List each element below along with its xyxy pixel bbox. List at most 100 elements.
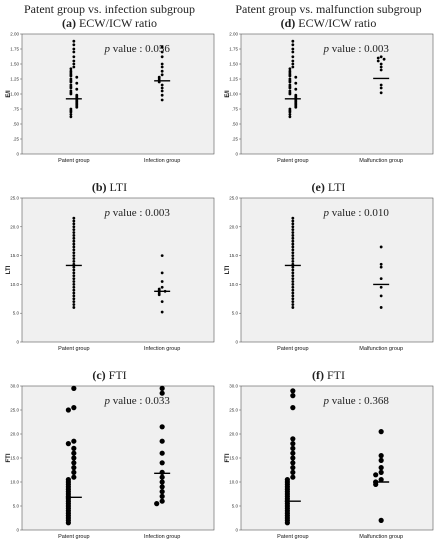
data-point	[65, 407, 71, 413]
y-tick-label: 25.0	[10, 408, 19, 413]
data-point	[65, 441, 71, 447]
data-point	[291, 248, 295, 252]
data-point	[290, 405, 296, 411]
panel-f-label: (f)	[312, 368, 324, 382]
data-point	[69, 92, 73, 96]
data-point	[72, 291, 76, 295]
data-point	[160, 50, 164, 54]
data-point	[160, 98, 164, 102]
data-point	[71, 450, 77, 456]
y-tick-label: 1.25	[229, 77, 238, 82]
data-point	[290, 460, 296, 466]
panel-e-title: (e) LTI	[219, 180, 438, 195]
data-point	[379, 86, 383, 90]
data-point	[160, 73, 164, 77]
data-point	[160, 62, 164, 66]
y-tick-label: 1.75	[10, 47, 19, 52]
p-value-annotation: p value : 0.010	[323, 207, 390, 219]
data-point	[160, 271, 164, 275]
y-axis-label: FTI	[6, 453, 12, 462]
plot-area	[240, 385, 434, 531]
data-point	[69, 86, 73, 90]
panel-f-title: (f) FTI	[219, 368, 438, 383]
data-point	[291, 277, 295, 281]
data-point	[72, 47, 76, 51]
panel-c-label: (c)	[92, 368, 106, 382]
data-point	[72, 265, 76, 269]
right-column-header: Patent group vs. malfunction subgroup	[235, 2, 422, 16]
panel-d-label: (d)	[280, 16, 296, 30]
data-point	[72, 231, 76, 234]
left-column-header: Patent group vs. infection subgroup	[24, 2, 195, 16]
y-tick-label: 30.0	[229, 384, 238, 389]
data-point	[72, 62, 76, 66]
data-point	[288, 110, 292, 114]
data-point	[71, 438, 77, 444]
data-point	[291, 271, 295, 275]
y-tick-label: .75	[13, 107, 20, 112]
x-category-label: Infection group	[144, 534, 180, 540]
data-point	[69, 67, 73, 71]
data-point	[291, 280, 295, 283]
data-point	[291, 283, 295, 286]
data-point	[291, 254, 295, 257]
data-point	[72, 65, 76, 69]
data-point	[160, 83, 164, 87]
data-point	[69, 115, 73, 119]
data-point	[379, 285, 383, 289]
data-point	[69, 80, 73, 84]
y-tick-label: 20.0	[10, 432, 19, 437]
data-point	[75, 105, 79, 109]
data-point	[379, 83, 383, 87]
p-value-annotation: p value : 0.003	[323, 43, 390, 55]
panel-c-title-text: FTI	[108, 368, 127, 382]
data-point	[160, 285, 164, 289]
data-point	[379, 294, 383, 298]
data-point	[291, 259, 295, 263]
data-point	[376, 59, 380, 63]
y-tick-label: 15.0	[10, 456, 19, 461]
data-point	[294, 75, 298, 79]
y-tick-label: .50	[232, 122, 239, 127]
data-point	[71, 385, 77, 391]
p-value-annotation: p value : 0.056	[104, 43, 171, 55]
data-point	[291, 303, 295, 306]
data-point	[290, 469, 296, 475]
x-category-label: Patent group	[58, 534, 90, 540]
data-point	[378, 457, 384, 463]
panel-d-title: (d) ECW/ICW ratio	[219, 16, 438, 31]
data-point	[75, 81, 79, 85]
data-point	[159, 469, 165, 475]
data-point	[288, 92, 292, 96]
data-point	[69, 74, 73, 78]
data-point	[72, 280, 76, 283]
data-point	[160, 86, 164, 90]
data-point	[294, 87, 298, 91]
data-point	[290, 450, 296, 456]
y-axis-label: LTI	[225, 265, 231, 274]
y-tick-label: 10.0	[10, 480, 19, 485]
data-point	[376, 56, 380, 60]
y-tick-label: 1.25	[10, 77, 19, 82]
x-category-label: Infection group	[144, 158, 180, 164]
y-tick-label: 0	[16, 528, 19, 533]
data-point	[291, 285, 295, 289]
panel-a-label: (a)	[61, 16, 76, 30]
data-point	[284, 520, 290, 526]
data-point	[288, 67, 292, 71]
chart-e-lti-malfunction: 0 5.0 10.0 15.0 20.0 25.0 LTI Patent group Malfu…	[225, 196, 434, 352]
x-category-label: Malfunction group	[359, 534, 403, 540]
p-value-annotation: p value : 0.003	[104, 207, 171, 219]
data-point	[72, 236, 76, 240]
data-point	[160, 310, 164, 314]
data-point	[154, 501, 160, 507]
x-category-label: Malfunction group	[359, 346, 403, 352]
data-point	[382, 57, 386, 61]
data-point	[291, 242, 295, 246]
data-point	[71, 469, 77, 475]
data-point	[160, 69, 164, 73]
y-axis-label: FTI	[225, 453, 231, 462]
y-tick-label: 5.0	[232, 504, 239, 509]
data-point	[72, 294, 76, 298]
data-point	[290, 465, 296, 471]
